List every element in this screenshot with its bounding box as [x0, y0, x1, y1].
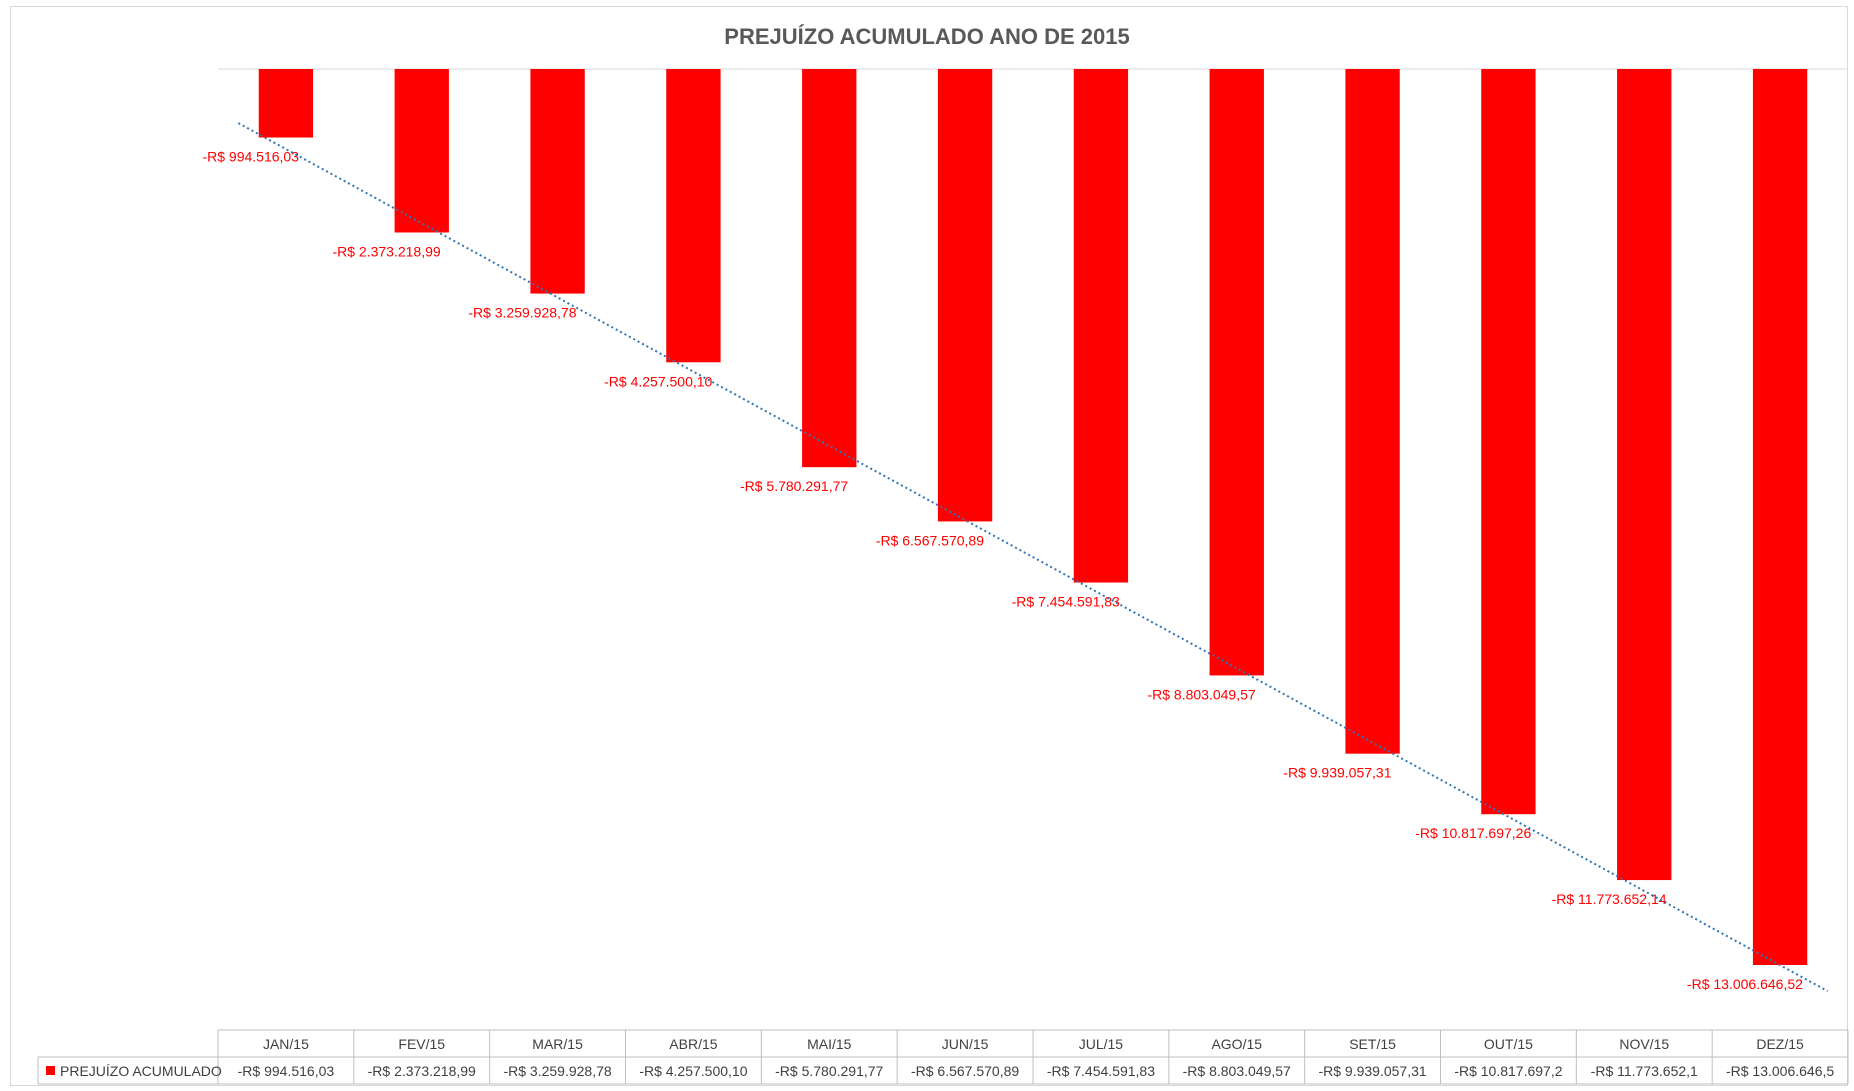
table-header-7: AGO/15 [1211, 1036, 1262, 1052]
table-value-1: -R$ 2.373.218,99 [368, 1063, 476, 1079]
legend-key-swatch [46, 1066, 55, 1075]
table-header-10: NOV/15 [1619, 1036, 1669, 1052]
bar-0 [258, 69, 314, 138]
data-label-7: -R$ 8.803.049,57 [1147, 686, 1255, 702]
bar-7 [1209, 69, 1264, 676]
data-label-3: -R$ 4.257.500,10 [604, 373, 712, 389]
table-value-2: -R$ 3.259.928,78 [503, 1063, 611, 1079]
data-label-5: -R$ 6.567.570,89 [876, 532, 984, 548]
trendline [237, 122, 1829, 992]
data-label-10: -R$ 11.773.652,14 [1552, 891, 1667, 907]
table-value-8: -R$ 9.939.057,31 [1318, 1063, 1426, 1079]
bar-3 [666, 69, 721, 363]
table-value-7: -R$ 8.803.049,57 [1183, 1063, 1291, 1079]
table-header-8: SET/15 [1349, 1036, 1396, 1052]
table-value-6: -R$ 7.454.591,83 [1047, 1063, 1155, 1079]
table-header-5: JUN/15 [942, 1036, 989, 1052]
data-label-4: -R$ 5.780.291,77 [740, 478, 848, 494]
data-label-9: -R$ 10.817.697,26 [1415, 825, 1531, 841]
table-value-9: -R$ 10.817.697,2 [1454, 1063, 1562, 1079]
table-header-4: MAI/15 [807, 1036, 852, 1052]
bar-9 [1481, 69, 1536, 815]
table-header-1: FEV/15 [398, 1036, 445, 1052]
bar-6 [1073, 69, 1129, 583]
bar-11 [1752, 69, 1808, 965]
chart-title: PREJUÍZO ACUMULADO ANO DE 2015 [724, 24, 1130, 49]
table-value-4: -R$ 5.780.291,77 [775, 1063, 883, 1079]
table-header-11: DEZ/15 [1756, 1036, 1804, 1052]
table-value-10: -R$ 11.773.652,1 [1591, 1063, 1698, 1079]
bar-10 [1617, 69, 1672, 881]
table-value-5: -R$ 6.567.570,89 [911, 1063, 1019, 1079]
chart-frame [10, 6, 1848, 1086]
bar-8 [1345, 69, 1400, 754]
bar-2 [530, 69, 585, 294]
table-value-0: -R$ 994.516,03 [238, 1063, 335, 1079]
data-label-1: -R$ 2.373.218,99 [332, 243, 440, 259]
data-label-11: -R$ 13.006.646,52 [1687, 976, 1803, 992]
data-label-8: -R$ 9.939.057,31 [1283, 765, 1391, 781]
data-label-6: -R$ 7.454.591,83 [1012, 594, 1120, 610]
data-label-0: -R$ 994.516,03 [202, 149, 299, 165]
bar-4 [802, 69, 857, 468]
table-value-3: -R$ 4.257.500,10 [639, 1063, 747, 1079]
data-label-2: -R$ 3.259.928,78 [468, 305, 576, 321]
table-header-9: OUT/15 [1484, 1036, 1533, 1052]
table-header-2: MAR/15 [532, 1036, 583, 1052]
bar-5 [937, 69, 993, 522]
table-header-3: ABR/15 [669, 1036, 717, 1052]
legend-key-label: PREJUÍZO ACUMULADO [60, 1063, 222, 1079]
table-value-11: -R$ 13.006.646,5 [1726, 1063, 1834, 1079]
bar-1 [394, 69, 449, 233]
table-header-6: JUL/15 [1079, 1036, 1124, 1052]
table-header-0: JAN/15 [263, 1036, 309, 1052]
